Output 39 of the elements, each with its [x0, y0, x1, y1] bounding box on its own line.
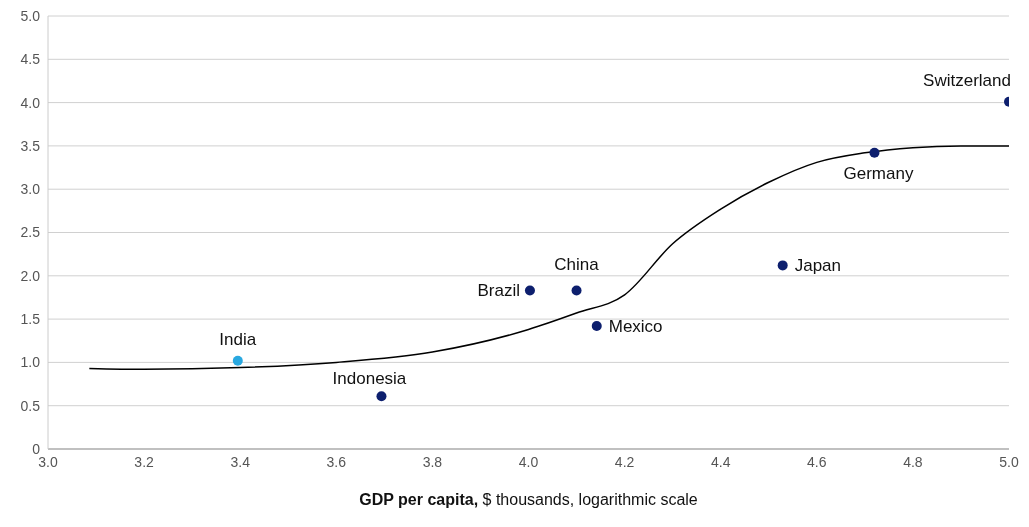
x-tick-label: 3.2 — [134, 453, 155, 470]
y-tick-label: 3.0 — [20, 181, 41, 198]
annotation: Germany — [843, 163, 914, 183]
y-tick-label: 0.5 — [20, 397, 41, 414]
annotation: Indonesia — [332, 369, 407, 389]
x-tick-label: 4.8 — [903, 453, 923, 470]
annotation: Brazil — [477, 281, 520, 301]
y-tick-label: 3.5 — [20, 137, 41, 154]
y-tick-label: 1.5 — [20, 311, 41, 328]
point — [571, 285, 582, 296]
y-tick-label: 4.5 — [20, 51, 41, 68]
x-tick-label: 3.8 — [422, 453, 443, 470]
y-tick-label: 4.0 — [20, 94, 41, 111]
annotation: Switzerland — [923, 70, 1011, 90]
annotation: China — [554, 255, 600, 275]
x-tick-label: 4.2 — [614, 453, 635, 470]
point — [777, 260, 788, 271]
y-tick-label: 2.0 — [20, 267, 41, 284]
point — [376, 391, 387, 402]
point — [869, 147, 880, 158]
y-tick-label: 1.0 — [20, 354, 41, 371]
y-tick-label: 5.0 — [20, 7, 41, 24]
y-tick-label: 0 — [32, 440, 41, 457]
x-tick-label: 3.6 — [326, 453, 347, 470]
x-tick-label: 5.0 — [999, 453, 1019, 470]
x-axis-title: GDP per capita, $ thousands, logarithmic scale — [359, 491, 698, 508]
point — [232, 355, 243, 366]
x-tick-label: 4.6 — [807, 453, 827, 470]
x-tick-label: 4.0 — [518, 453, 539, 470]
x-tick-label: 4.4 — [710, 453, 731, 470]
point — [524, 285, 535, 296]
point — [591, 321, 602, 332]
annotation: Mexico — [608, 316, 663, 336]
annotation: Japan — [794, 256, 842, 276]
y-tick-label: 2.5 — [20, 224, 41, 241]
x-tick-label: 3.0 — [38, 453, 58, 470]
line-series — [88, 145, 1009, 371]
annotation: India — [219, 329, 257, 349]
x-tick-label: 3.4 — [230, 453, 251, 470]
